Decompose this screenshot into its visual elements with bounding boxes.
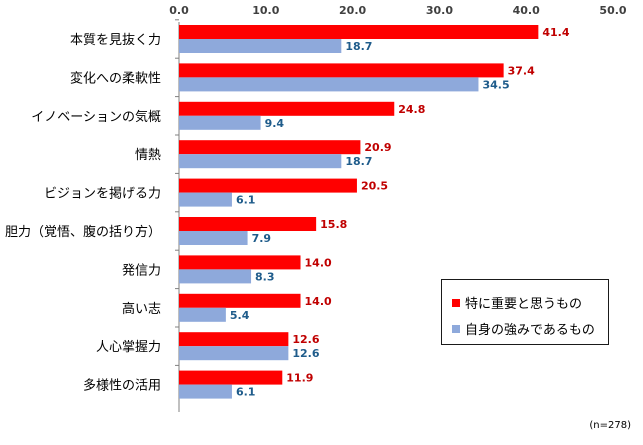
legend-swatch-important	[452, 298, 460, 307]
x-tick-label: 0.0	[169, 4, 189, 17]
bar-strength	[179, 192, 232, 207]
bar-strength	[179, 77, 479, 92]
data-label-important: 15.8	[320, 218, 347, 231]
bar-important	[179, 370, 283, 385]
data-label-strength: 6.1	[236, 386, 256, 399]
bar-important	[179, 332, 289, 347]
data-label-strength: 18.7	[345, 155, 372, 168]
data-label-important: 20.9	[364, 141, 391, 154]
category-label: ビジョンを掲げる力	[44, 186, 161, 202]
bar-strength	[179, 307, 226, 322]
category-label: 多様性の活用	[83, 378, 161, 394]
legend-swatch-strength	[452, 324, 460, 333]
category-label: 胆力（覚悟、腹の括り方）	[5, 224, 161, 240]
category-label: 変化への柔軟性	[70, 70, 161, 86]
data-label-important: 24.8	[398, 103, 425, 116]
data-label-strength: 18.7	[345, 40, 372, 53]
legend-label-strength: 自身の強みであるもの	[465, 323, 595, 338]
data-label-strength: 9.4	[265, 117, 285, 130]
bar-important	[179, 140, 361, 155]
bar-important	[179, 255, 301, 270]
bar-important	[179, 25, 539, 39]
bar-strength	[179, 269, 252, 284]
legend-item-important: 特に重要と思うもの	[452, 293, 582, 312]
bar-strength	[179, 231, 248, 245]
data-label-important: 37.4	[508, 64, 535, 77]
legend: 特に重要と思うもの 自身の強みであるもの	[441, 279, 609, 345]
x-tick-label: 10.0	[252, 4, 279, 17]
category-label: 高い志	[122, 301, 161, 317]
category-label: 人心掌握力	[96, 340, 161, 355]
data-label-important: 12.6	[292, 333, 319, 346]
legend-item-strength: 自身の強みであるもの	[452, 319, 595, 338]
bars: 41.418.737.434.524.89.420.918.720.56.115…	[175, 19, 570, 399]
x-tick-label: 30.0	[426, 4, 453, 17]
bar-important	[179, 101, 395, 116]
bar-important	[179, 217, 317, 231]
category-label: 本質を見抜く力	[70, 32, 161, 48]
sample-size-note: (n=278)	[589, 420, 631, 431]
data-label-important: 11.9	[286, 372, 313, 385]
bar-strength	[179, 154, 342, 169]
data-label-strength: 7.9	[252, 232, 272, 245]
category-labels: 本質を見抜く力変化への柔軟性イノベーションの気概情熱ビジョンを掲げる力胆力（覚悟…	[5, 32, 161, 394]
x-tick-label: 40.0	[513, 4, 540, 17]
data-label-important: 41.4	[542, 26, 569, 39]
data-label-important: 14.0	[305, 295, 332, 308]
data-label-strength: 12.6	[292, 347, 319, 360]
category-label: 発信力	[122, 263, 161, 278]
data-label-strength: 8.3	[255, 270, 275, 283]
x-tick-label: 20.0	[339, 4, 366, 17]
legend-label-important: 特に重要と思うもの	[465, 297, 583, 312]
data-label-strength: 6.1	[236, 194, 256, 207]
bar-strength	[179, 346, 289, 361]
bar-strength	[179, 115, 261, 130]
category-label: イノベーションの気概	[31, 109, 161, 125]
bar-important	[179, 178, 357, 193]
x-axis-ticks: 0.0 10.0 20.0 30.0 40.0 50.0	[169, 4, 627, 17]
data-label-strength: 5.4	[230, 309, 250, 322]
x-tick-label: 50.0	[599, 4, 626, 17]
data-label-strength: 34.5	[482, 78, 509, 91]
category-label: 情熱	[135, 148, 161, 163]
bar-strength	[179, 384, 232, 399]
bar-strength	[179, 39, 342, 53]
data-label-important: 14.0	[305, 256, 332, 269]
bar-important	[179, 63, 504, 78]
bar-important	[179, 293, 301, 308]
data-label-important: 20.5	[361, 180, 388, 193]
